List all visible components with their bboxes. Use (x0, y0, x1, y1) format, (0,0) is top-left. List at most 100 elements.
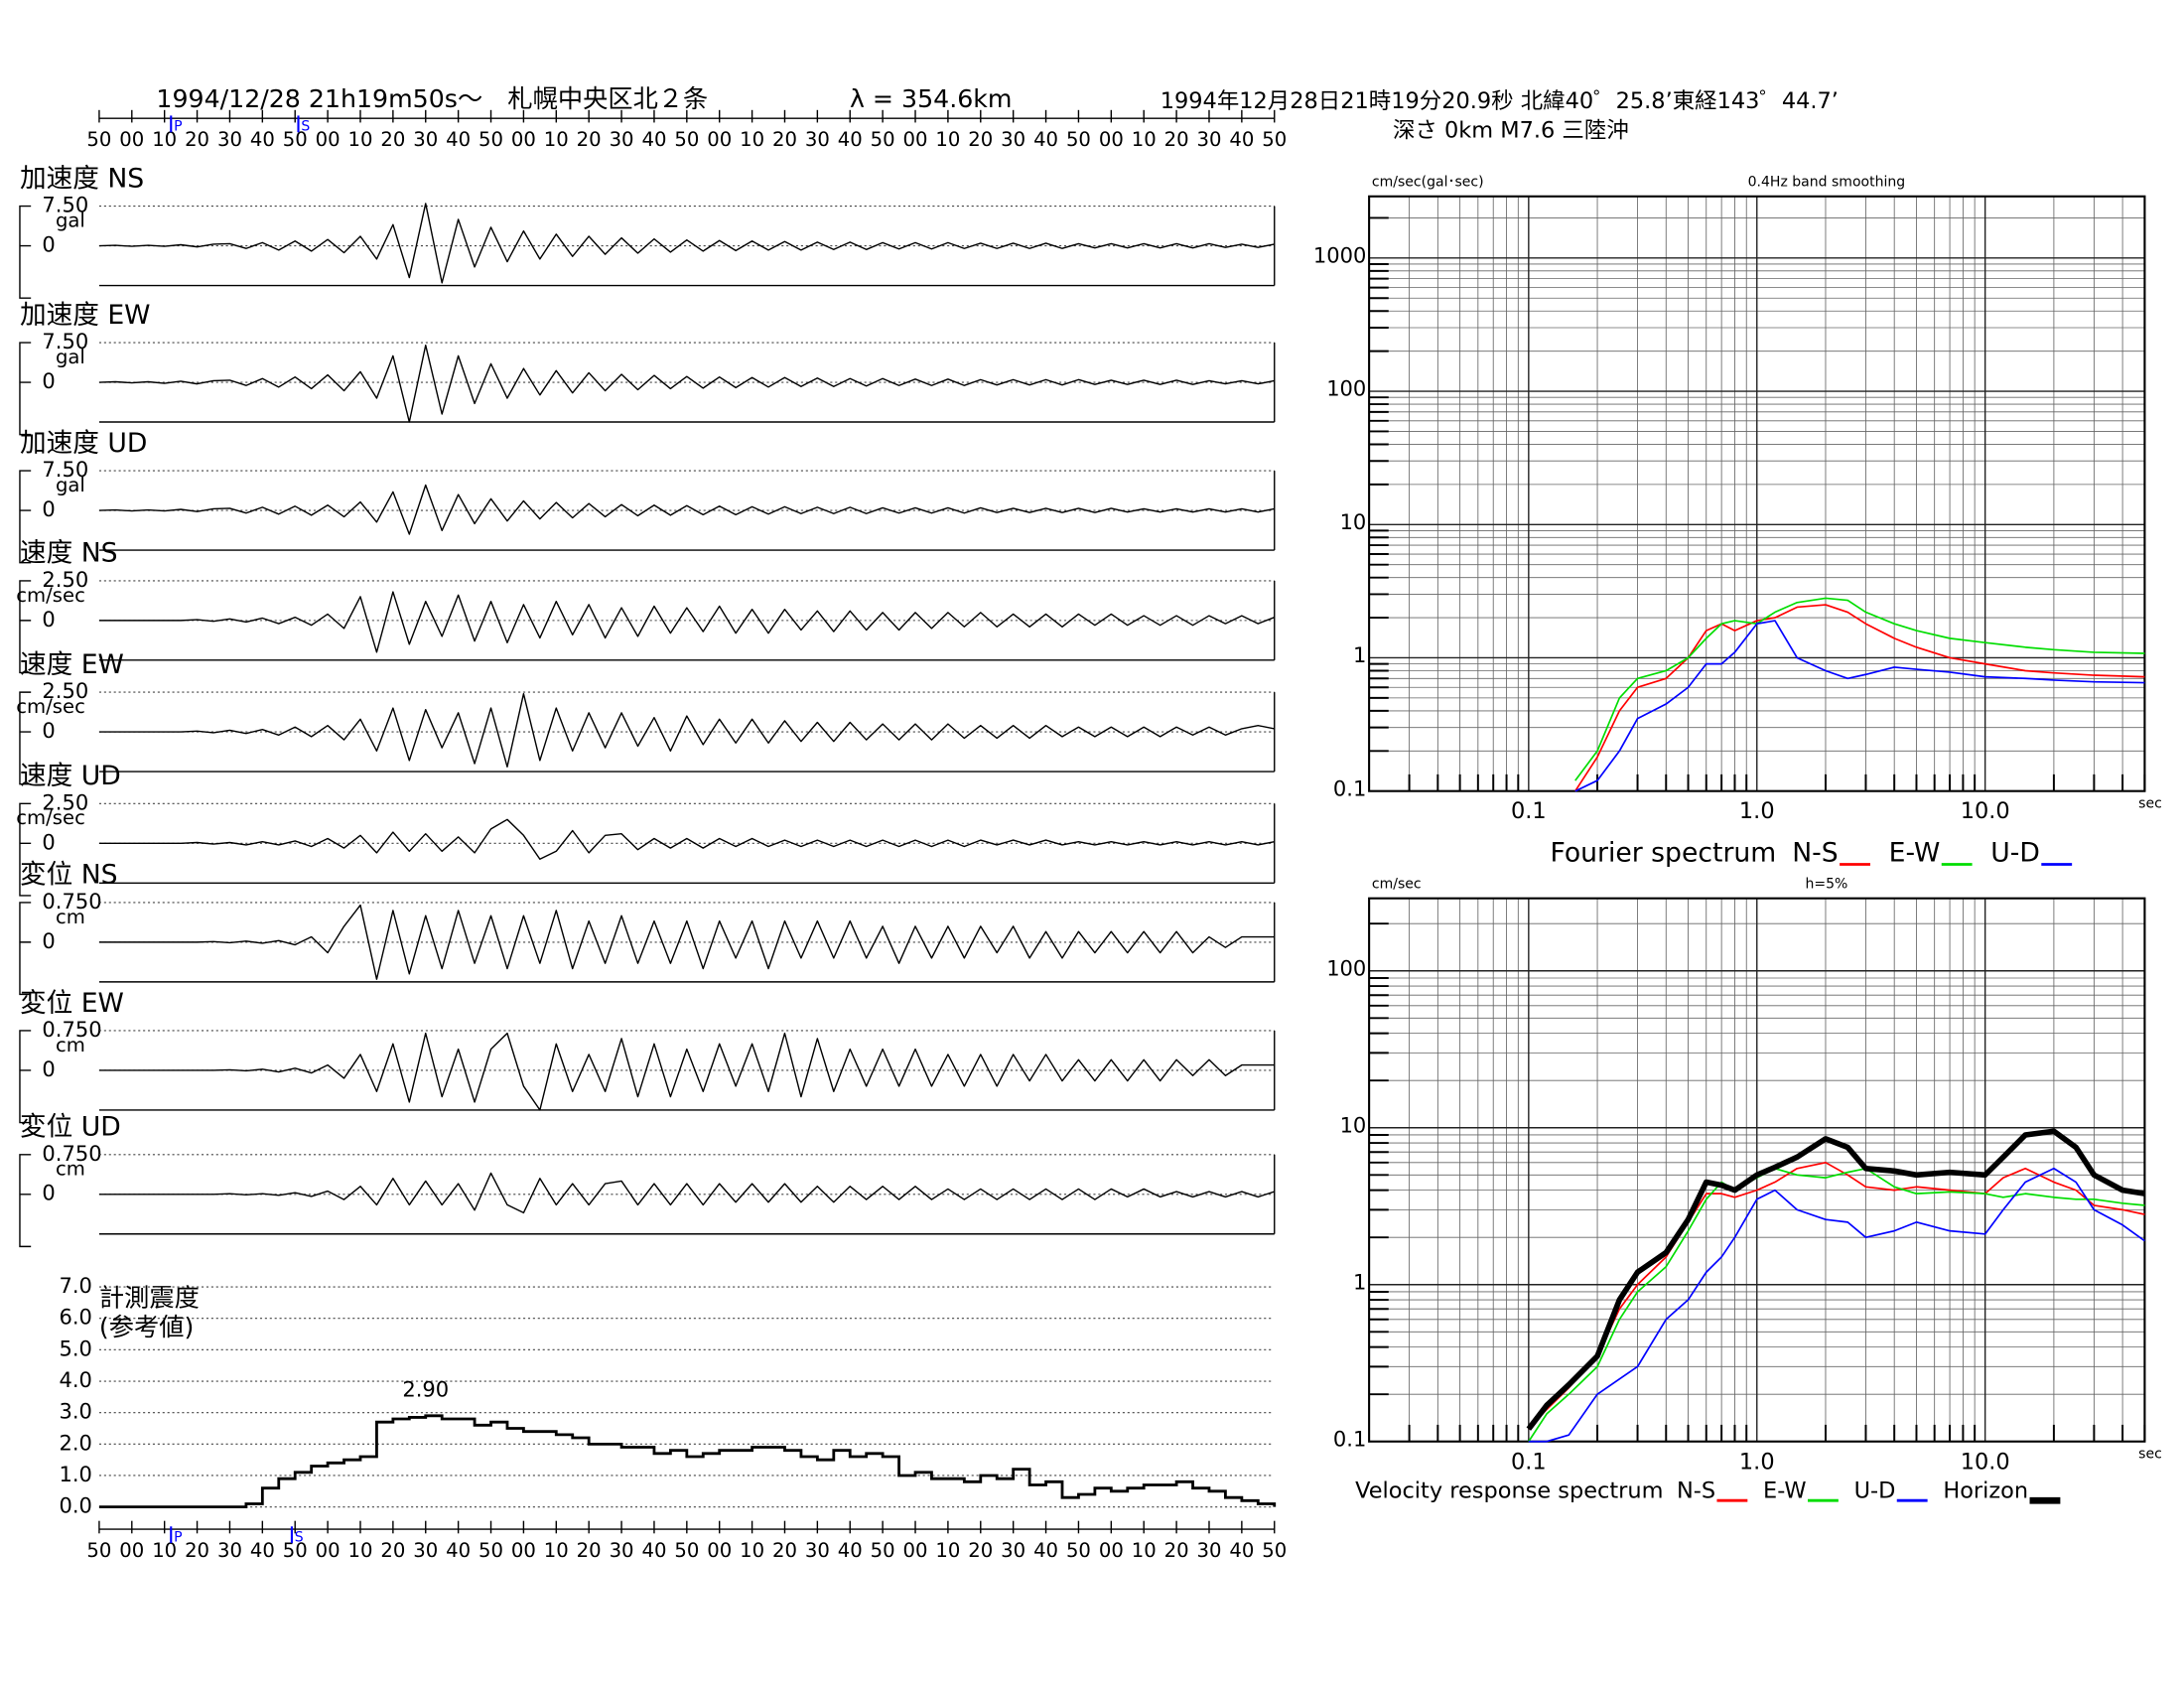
x-tick-label: 40 (250, 128, 275, 151)
x-tick-label: 1.0 (1739, 1449, 1775, 1475)
x-tick-label: 00 (119, 1539, 144, 1562)
y-tick-label: 0 (42, 718, 55, 743)
x-tick-label: 10 (544, 1539, 569, 1562)
x-tick-label: 30 (217, 1539, 242, 1562)
y-tick-label: 4.0 (59, 1367, 91, 1392)
y-tick-label: 0.750 (42, 1141, 101, 1166)
x-tick-label: 30 (610, 128, 634, 151)
phase-label: S (295, 1530, 304, 1546)
y-tick-label: 0 (42, 607, 55, 632)
panel-title: 速度 NS (20, 538, 118, 569)
y-tick-label: 0 (42, 1056, 55, 1081)
waveform (98, 904, 1275, 980)
panel-title: 加速度 UD (20, 428, 147, 459)
y-tick-label: 0 (42, 232, 55, 257)
header-origin: 1994年12月28日21時19分20.9秒 北緯40゜25.8’東経143゜4… (1160, 88, 1839, 114)
x-tick-label: 10 (1132, 1539, 1157, 1562)
x-tick-label: 0.1 (1511, 1449, 1547, 1475)
y-tick-label: 2.50 (42, 567, 88, 592)
x-tick-label: 10 (935, 128, 960, 151)
legend-label: Horizon (1943, 1478, 2028, 1504)
x-tick-label: 50 (871, 128, 895, 151)
x-tick-label: 50 (1262, 128, 1287, 151)
x-tick-label: 20 (380, 128, 405, 151)
legend-title: Velocity response spectrum (1355, 1478, 1663, 1504)
panel-title: 変位 UD (20, 1112, 121, 1143)
x-tick-label: 20 (577, 128, 602, 151)
phase-label: P (174, 1530, 182, 1546)
panel-bracket (19, 1030, 32, 1124)
x-tick-label: 20 (380, 1539, 405, 1562)
panel-unit: cm/sec (16, 806, 85, 829)
x-tick-label: 30 (413, 128, 438, 151)
x-tick-label: 50 (283, 1539, 308, 1562)
panel-unit: gal (56, 346, 85, 368)
waveform (98, 203, 1275, 284)
y-tick-label: 0.1 (1333, 1426, 1366, 1451)
x-tick-label: 50 (1066, 128, 1091, 151)
annotation: 2.90 (402, 1377, 449, 1402)
x-tick-label: 50 (478, 128, 503, 151)
x-tick-label: 20 (968, 128, 993, 151)
x-tick-label: 10 (152, 1539, 177, 1562)
panel-title: 変位 NS (20, 860, 118, 891)
x-tick-label: 40 (250, 1539, 275, 1562)
panel-unit: gal (56, 210, 85, 232)
y-tick-label: 0.1 (1333, 775, 1366, 800)
x-tick-label: 40 (446, 128, 471, 151)
x-tick-label: 1.0 (1739, 798, 1775, 824)
y-tick-label: 10 (1340, 509, 1367, 534)
spectrum-line (1526, 1128, 2145, 1431)
y-tick-label: 0 (42, 829, 55, 854)
panel-bracket (19, 691, 32, 785)
waveform (98, 818, 1275, 860)
legend-title: Fourier spectrum (1550, 837, 1776, 868)
subtitle: 0.4Hz band smoothing (1748, 175, 1906, 191)
x-tick-label: 40 (838, 1539, 863, 1562)
y-axis-label: cm/sec(gal･sec) (1372, 175, 1484, 191)
x-tick-label: 40 (838, 128, 863, 151)
waveform (98, 693, 1275, 768)
y-label: 計測震度 (99, 1284, 200, 1313)
x-tick-label: 30 (1196, 128, 1221, 151)
x-tick-label: 30 (1196, 1539, 1221, 1562)
x-tick-label: 10.0 (1961, 798, 2010, 824)
x-tick-label: 50 (674, 128, 699, 151)
x-tick-label: 00 (511, 128, 536, 151)
phase-label: S (301, 119, 310, 135)
waveform (98, 345, 1275, 423)
panel-bracket (19, 342, 32, 436)
panel-bracket (19, 580, 32, 674)
panel-title: 変位 EW (20, 988, 124, 1019)
x-tick-label: 50 (86, 1539, 111, 1562)
x-tick-label: 10 (740, 1539, 764, 1562)
x-tick-label: 30 (805, 128, 830, 151)
header-distance: λ = 354.6km (850, 84, 1013, 113)
x-tick-label: 10 (740, 128, 764, 151)
x-tick-label: 40 (641, 128, 666, 151)
plot-frame (1368, 195, 2146, 792)
waveform (98, 1032, 1275, 1111)
x-tick-label: 10 (152, 128, 177, 151)
legend-label: E-W (1889, 837, 1941, 868)
legend-label: N-S (1792, 837, 1838, 868)
x-tick-label: 00 (1099, 128, 1124, 151)
x-tick-label: 00 (903, 1539, 928, 1562)
spectrum-line (1574, 604, 2145, 792)
x-tick-label: 30 (1001, 128, 1025, 151)
x-tick-label: 30 (1001, 1539, 1025, 1562)
y-tick-label: 7.50 (42, 329, 88, 353)
x-tick-label: 50 (283, 128, 308, 151)
x-tick-label: 40 (1229, 128, 1254, 151)
y-tick-label: 0 (42, 1181, 55, 1205)
y-tick-label: 0.750 (42, 889, 101, 914)
x-tick-label: 10 (347, 128, 372, 151)
panel-title: 速度 UD (20, 761, 121, 791)
y-tick-label: 0.0 (59, 1493, 91, 1518)
x-tick-label: 20 (185, 128, 209, 151)
y-tick-label: 100 (1326, 376, 1366, 401)
x-tick-label: 40 (1033, 1539, 1058, 1562)
x-tick-label: 20 (772, 128, 797, 151)
x-tick-label: 40 (1229, 1539, 1254, 1562)
y-tick-label: 3.0 (59, 1399, 91, 1424)
